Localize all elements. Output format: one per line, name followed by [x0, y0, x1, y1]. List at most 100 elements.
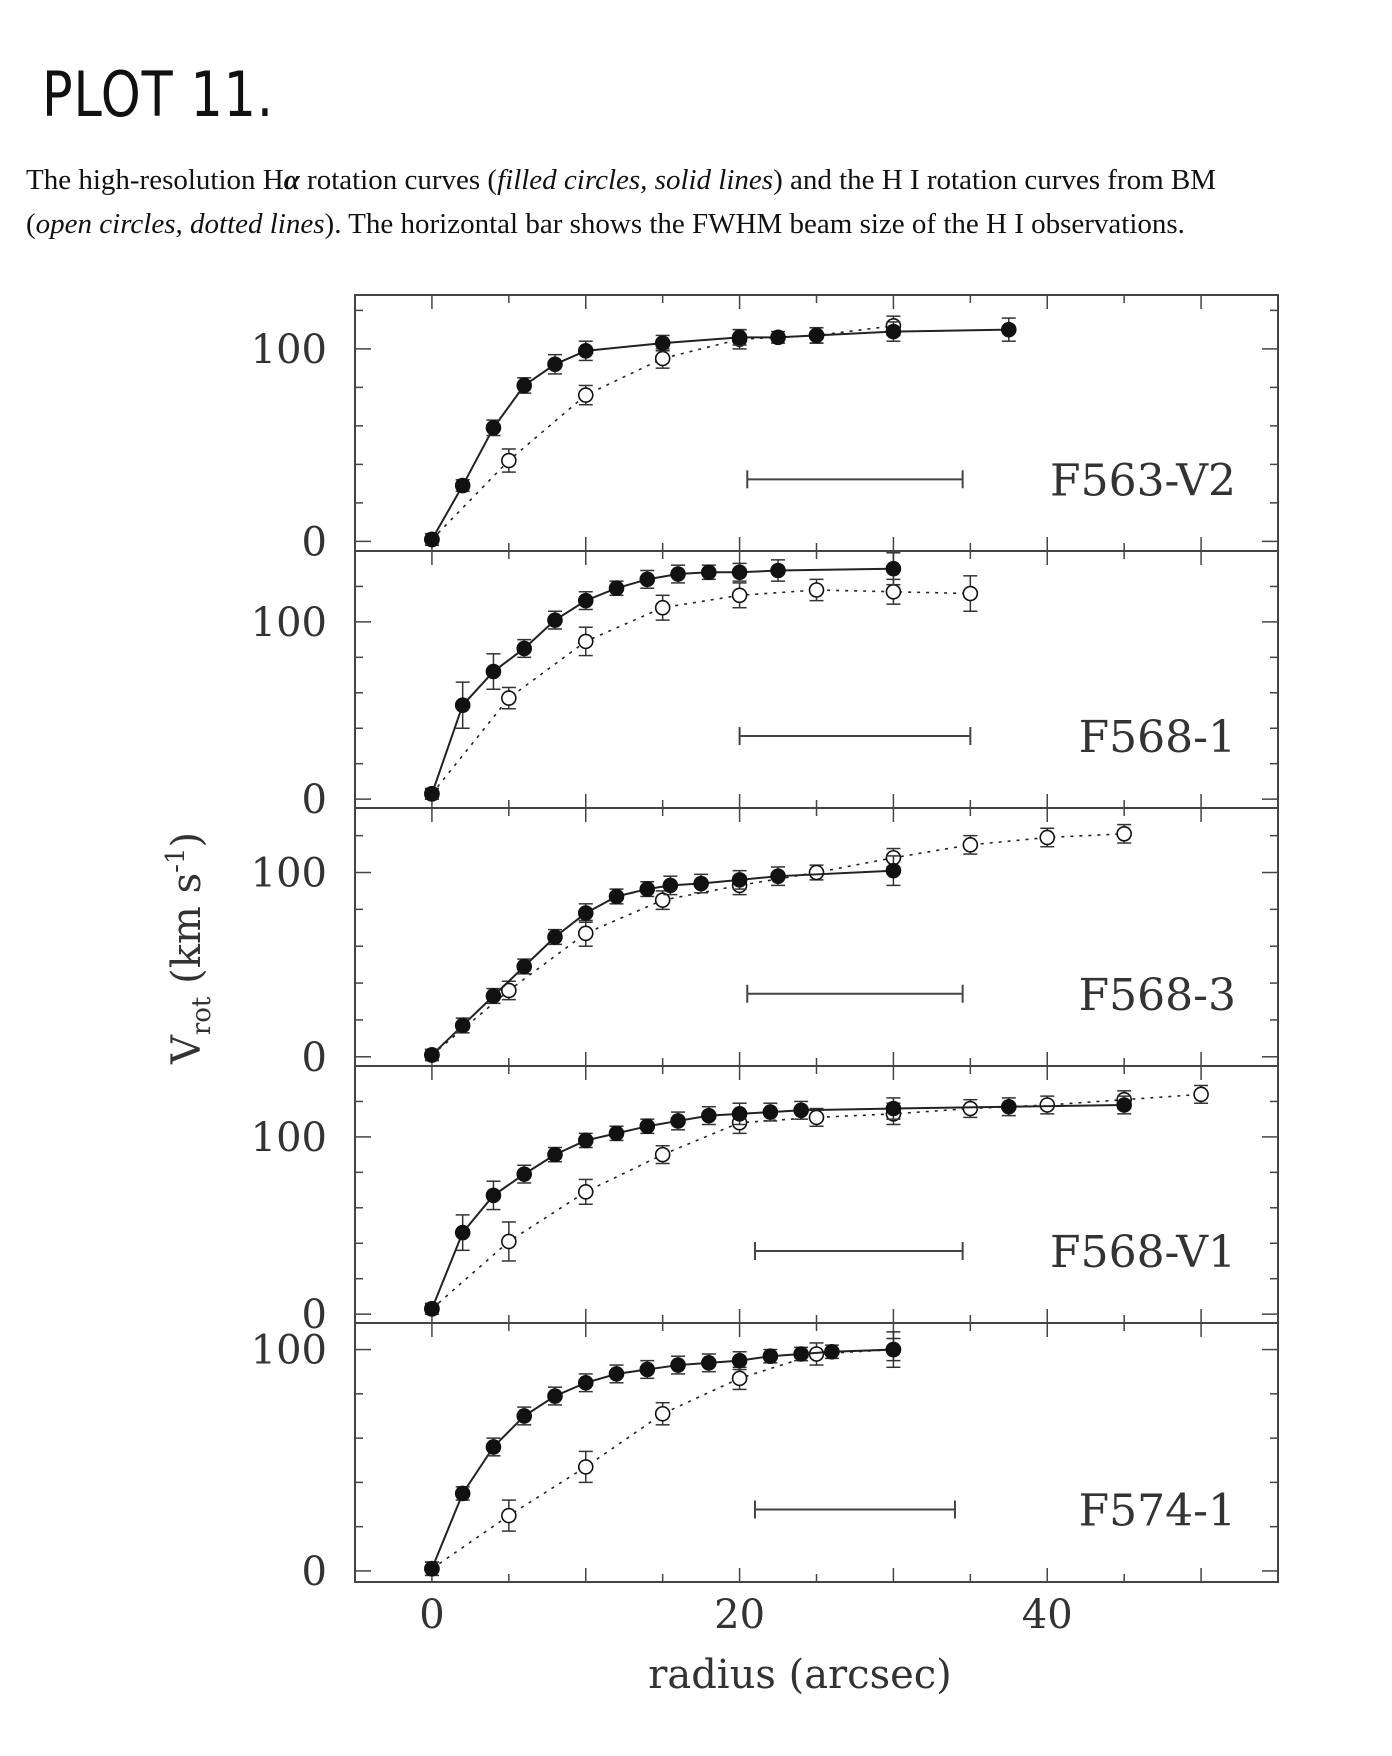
open-data-point	[501, 1233, 517, 1250]
figure-caption: The high-resolution Hα rotation curves (…	[26, 158, 1392, 246]
filled-data-point	[885, 1341, 902, 1358]
panel-f568-3: 0 100 F568-3	[251, 807, 1279, 1081]
filled-data-point	[693, 875, 709, 892]
filled-data-point	[577, 1374, 594, 1391]
filled-data-point	[1000, 321, 1017, 338]
filled-data-point	[547, 1146, 563, 1163]
open-data-point	[1039, 1097, 1056, 1113]
panel-f568-v1: 0 100 F568-V1	[251, 1065, 1279, 1338]
open-data-point	[577, 1184, 594, 1200]
x-axis-label: radius (arcsec)	[648, 1652, 952, 1698]
panel-label: F563-V2	[1050, 455, 1236, 506]
filled-data-point	[516, 1408, 533, 1424]
filled-data-point	[731, 564, 748, 581]
filled-data-point	[770, 329, 786, 346]
filled-data-point	[793, 1346, 809, 1362]
filled-data-point	[608, 580, 625, 597]
open-data-point	[808, 1109, 825, 1126]
filled-data-point	[639, 571, 656, 588]
filled-data-point	[670, 1113, 686, 1129]
filled-data-point	[824, 1343, 840, 1360]
y-tick-label: 0	[302, 1549, 327, 1595]
panel-f568-1: 0 100 F568-1	[251, 550, 1279, 823]
filled-data-point	[701, 1107, 717, 1124]
x-tick-label: 40	[1022, 1592, 1073, 1638]
filled-data-point	[639, 1118, 656, 1135]
y-tick-label: 100	[251, 1115, 327, 1161]
filled-data-point	[577, 1132, 594, 1149]
panel-label: F574-1	[1079, 1485, 1236, 1536]
filled-data-point	[701, 1355, 717, 1371]
filled-data-point	[454, 1485, 471, 1502]
open-series-line	[431, 1348, 894, 1570]
filled-data-point	[547, 929, 563, 945]
open-data-point	[885, 583, 902, 600]
filled-data-point	[485, 988, 502, 1004]
open-data-point	[577, 633, 594, 650]
filled-data-point	[424, 1560, 440, 1577]
open-data-point	[654, 1146, 671, 1163]
filled-data-point	[762, 1104, 779, 1120]
filled-data-point	[454, 477, 471, 494]
y-tick-label: 0	[302, 1292, 327, 1338]
open-data-point	[1039, 829, 1056, 846]
caption-line-2: (open circles, dotted lines). The horizo…	[26, 208, 1185, 240]
open-data-point	[962, 585, 979, 602]
open-data-point	[731, 1370, 748, 1387]
filled-series-line	[431, 328, 1009, 540]
filled-data-point	[485, 663, 502, 680]
filled-data-point	[424, 531, 440, 548]
open-data-point	[1116, 825, 1132, 842]
panel-f563-v2: 0 100 F563-V2	[251, 294, 1279, 565]
x-tick-label: 0	[419, 1592, 444, 1638]
filled-data-point	[670, 1357, 686, 1373]
filled-data-point	[639, 1361, 656, 1378]
panel-label: F568-1	[1079, 712, 1236, 763]
filled-data-point	[577, 905, 594, 921]
filled-data-point	[516, 958, 533, 975]
filled-data-point	[424, 1047, 440, 1063]
open-data-point	[501, 690, 517, 706]
filled-data-point	[1000, 1098, 1017, 1115]
filled-data-point	[731, 872, 748, 888]
y-tick-label: 100	[251, 600, 327, 646]
filled-data-point	[485, 1187, 502, 1204]
filled-data-point	[454, 1224, 471, 1241]
filled-data-point	[770, 868, 786, 884]
filled-data-point	[731, 1106, 748, 1122]
filled-data-point	[762, 1348, 779, 1365]
filled-data-point	[770, 562, 786, 579]
filled-data-point	[485, 1439, 502, 1455]
open-data-point	[654, 350, 671, 367]
open-data-point	[501, 982, 517, 999]
filled-data-point	[701, 564, 717, 581]
filled-data-point	[577, 343, 594, 359]
open-data-point	[577, 925, 594, 942]
filled-data-point	[731, 329, 748, 346]
filled-data-point	[516, 640, 533, 657]
filled-data-point	[547, 1388, 563, 1404]
y-tick-label: 0	[302, 1035, 327, 1081]
filled-data-point	[731, 1352, 748, 1369]
filled-data-point	[424, 1301, 440, 1317]
filled-data-point	[808, 327, 825, 344]
panel-label: F568-3	[1079, 970, 1236, 1021]
filled-data-point	[1116, 1097, 1132, 1113]
open-data-point	[654, 599, 671, 616]
filled-data-point	[516, 1166, 533, 1182]
open-data-point	[808, 582, 825, 598]
filled-data-point	[547, 356, 563, 373]
open-data-point	[577, 1459, 594, 1475]
y-tick-label: 100	[251, 327, 327, 373]
filled-data-point	[577, 592, 594, 609]
open-data-point	[501, 452, 517, 469]
panel-f574-1: 0 100 F574-1	[251, 1322, 1279, 1595]
y-axis-label: Vrot (km s-1)	[161, 832, 217, 1065]
filled-data-point	[670, 566, 686, 582]
filled-data-point	[662, 877, 679, 894]
filled-data-point	[608, 1125, 625, 1142]
filled-data-point	[639, 881, 656, 897]
open-data-point	[654, 892, 671, 908]
filled-data-point	[654, 335, 671, 351]
y-tick-label: 100	[251, 1328, 327, 1374]
